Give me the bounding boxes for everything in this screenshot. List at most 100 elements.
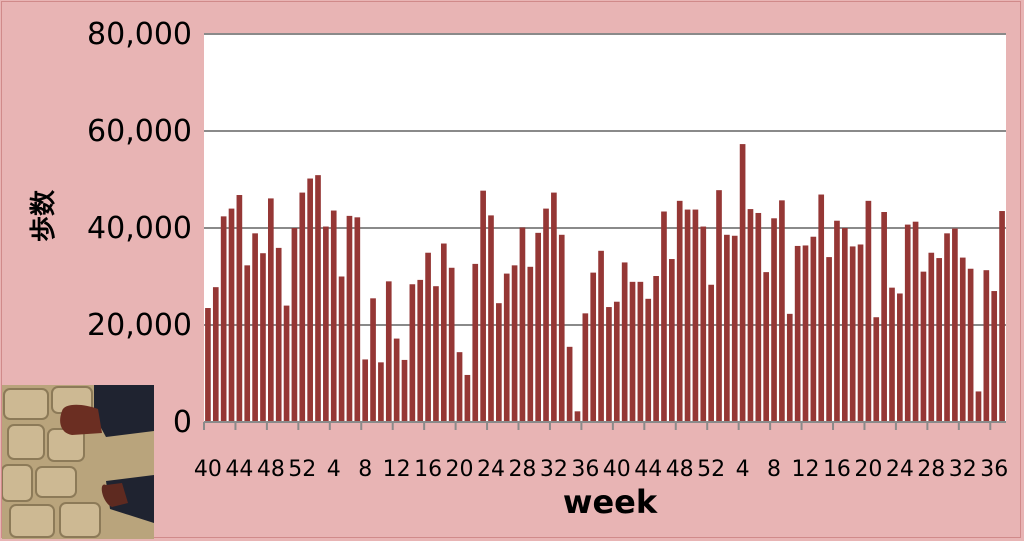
bar bbox=[480, 190, 486, 422]
bar bbox=[857, 244, 864, 422]
bar bbox=[669, 259, 675, 422]
bar bbox=[944, 233, 950, 422]
bar bbox=[708, 284, 714, 422]
bar bbox=[676, 200, 683, 422]
bar bbox=[315, 175, 321, 422]
bar bbox=[527, 266, 534, 422]
bar bbox=[606, 307, 612, 422]
bar bbox=[558, 234, 565, 422]
y-tick-label: 40,000 bbox=[87, 211, 192, 246]
bar bbox=[488, 215, 494, 422]
x-axis-title: week bbox=[563, 483, 658, 521]
y-axis-title: 歩数 bbox=[29, 189, 59, 242]
x-tick-label: 8 bbox=[358, 457, 372, 482]
bar bbox=[818, 194, 825, 422]
bar bbox=[889, 287, 895, 422]
bar bbox=[794, 245, 801, 422]
x-tick-label: 20 bbox=[446, 457, 474, 482]
bar bbox=[952, 228, 958, 422]
bar bbox=[912, 221, 919, 422]
bar bbox=[448, 267, 455, 422]
x-tick-label: 44 bbox=[634, 457, 662, 482]
bar bbox=[590, 272, 597, 422]
bar bbox=[260, 253, 266, 422]
bar bbox=[393, 338, 400, 422]
bar bbox=[967, 268, 974, 422]
bar bbox=[464, 374, 471, 422]
bar bbox=[401, 359, 408, 422]
bar bbox=[865, 200, 872, 422]
bar bbox=[779, 200, 785, 422]
x-tick-label: 48 bbox=[666, 457, 694, 482]
bar bbox=[440, 243, 447, 422]
y-tick-label: 80,000 bbox=[87, 17, 192, 52]
bar bbox=[936, 258, 942, 422]
bar bbox=[370, 298, 376, 422]
bar bbox=[692, 209, 699, 422]
bar bbox=[763, 272, 770, 422]
shoes-photo bbox=[2, 385, 154, 539]
x-tick-label: 28 bbox=[917, 457, 945, 482]
x-axis bbox=[203, 421, 1006, 430]
x-tick-label: 32 bbox=[949, 457, 977, 482]
bar bbox=[503, 273, 510, 422]
bar bbox=[975, 391, 982, 422]
x-tick-label: 40 bbox=[603, 457, 631, 482]
bar bbox=[598, 250, 604, 422]
bar bbox=[716, 190, 722, 422]
bar bbox=[897, 293, 903, 422]
bar bbox=[621, 262, 628, 422]
bar bbox=[291, 228, 298, 422]
bar bbox=[346, 215, 353, 423]
x-tick-label: 12 bbox=[792, 457, 820, 482]
x-tick-label: 36 bbox=[980, 457, 1008, 482]
bar bbox=[354, 217, 361, 422]
x-tick-label: 28 bbox=[508, 457, 536, 482]
bar bbox=[739, 144, 746, 422]
x-axis-tick-labels: 40 44 48 52 4 8 12 16 20 24 28 32 36 40 44 48 52 4 8 12 16 20… bbox=[194, 457, 1008, 482]
x-tick-label: 12 bbox=[383, 457, 411, 482]
bar bbox=[378, 362, 384, 422]
bar bbox=[220, 216, 227, 422]
bar bbox=[283, 305, 290, 422]
bar bbox=[236, 195, 243, 422]
bar bbox=[205, 308, 211, 422]
bar bbox=[731, 235, 738, 422]
bar bbox=[307, 178, 313, 422]
bar bbox=[543, 208, 549, 422]
bar bbox=[535, 232, 541, 422]
x-tick-label: 52 bbox=[288, 457, 316, 482]
bar bbox=[999, 211, 1005, 422]
bar bbox=[786, 313, 793, 422]
x-tick-label: 40 bbox=[194, 457, 222, 482]
bar bbox=[841, 228, 848, 422]
bar bbox=[433, 286, 439, 422]
shoes-on-pavement-photo bbox=[2, 385, 154, 539]
bar bbox=[661, 211, 667, 422]
x-tick-label: 16 bbox=[823, 457, 851, 482]
bar bbox=[330, 210, 337, 422]
bar bbox=[244, 265, 251, 422]
y-tick-label: 60,000 bbox=[87, 114, 192, 149]
bar bbox=[802, 245, 809, 422]
x-tick-label: 24 bbox=[886, 457, 914, 482]
y-tick-label: 20,000 bbox=[87, 308, 192, 343]
bar bbox=[425, 252, 431, 422]
x-tick-label: 36 bbox=[571, 457, 599, 482]
y-tick-label: 0 bbox=[173, 405, 192, 440]
bar bbox=[212, 287, 219, 422]
bar bbox=[456, 352, 463, 422]
x-tick-label: 32 bbox=[540, 457, 568, 482]
x-tick-label: 4 bbox=[736, 457, 750, 482]
x-tick-label: 16 bbox=[414, 457, 442, 482]
bar bbox=[747, 209, 754, 422]
bar bbox=[268, 198, 274, 422]
bar bbox=[849, 246, 856, 422]
bar bbox=[629, 281, 636, 422]
bar bbox=[920, 271, 927, 422]
bar bbox=[338, 276, 345, 422]
x-tick-label: 20 bbox=[854, 457, 882, 482]
bar bbox=[323, 226, 329, 422]
y-axis-ticks: 0 20,000 40,000 60,000 80,000 bbox=[87, 17, 192, 440]
